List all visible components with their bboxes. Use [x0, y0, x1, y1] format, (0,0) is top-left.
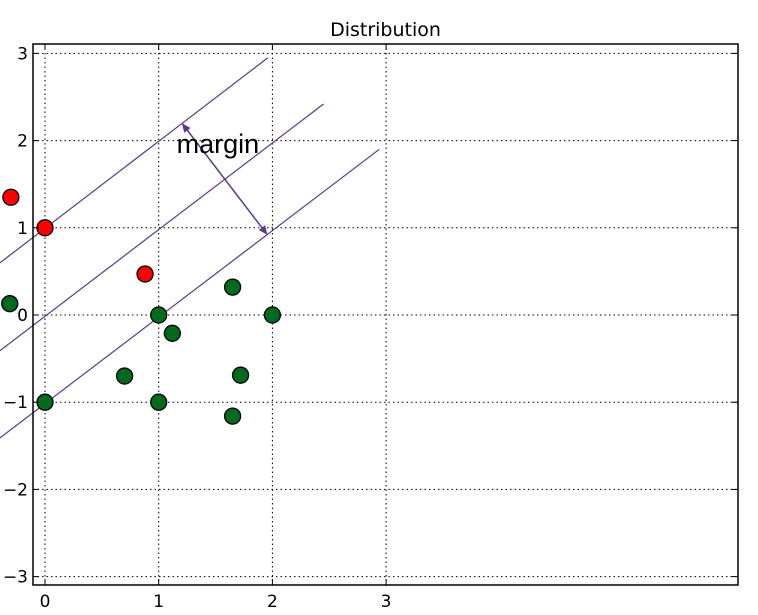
- data-points: [1, 188, 282, 425]
- y-tick-label: 0: [17, 306, 28, 326]
- green-point: [263, 306, 282, 324]
- green-point: [36, 393, 54, 411]
- y-tick-label: −2: [3, 480, 28, 500]
- y-tick-label: −3: [3, 568, 28, 588]
- green-point: [1, 295, 19, 313]
- axis-ticks: [33, 44, 738, 585]
- y-axis-tick-labels: −3 −2 −1 0 1 2 3: [3, 44, 28, 587]
- green-point: [115, 367, 134, 385]
- x-tick-label: 3: [381, 592, 392, 612]
- red-point: [2, 188, 20, 206]
- green-point: [163, 324, 181, 342]
- green-point: [231, 366, 250, 384]
- chart-title: Distribution: [330, 19, 441, 41]
- y-tick-label: 2: [17, 132, 28, 152]
- margin-annotation: margin: [177, 129, 260, 159]
- x-tick-label: 1: [153, 592, 164, 612]
- margin-line: [0, 57, 269, 264]
- margin-arrow: [181, 123, 268, 235]
- x-tick-label: 2: [267, 592, 278, 612]
- green-point: [150, 393, 168, 411]
- margin-line: [0, 148, 380, 439]
- green-point: [223, 278, 242, 296]
- red-point: [36, 219, 54, 237]
- y-tick-label: 1: [17, 219, 28, 239]
- y-tick-label: 3: [17, 44, 28, 64]
- green-point: [150, 306, 168, 324]
- y-tick-label: −1: [3, 393, 28, 413]
- x-tick-label: 0: [40, 592, 51, 612]
- red-point: [136, 265, 154, 283]
- green-point: [223, 407, 242, 425]
